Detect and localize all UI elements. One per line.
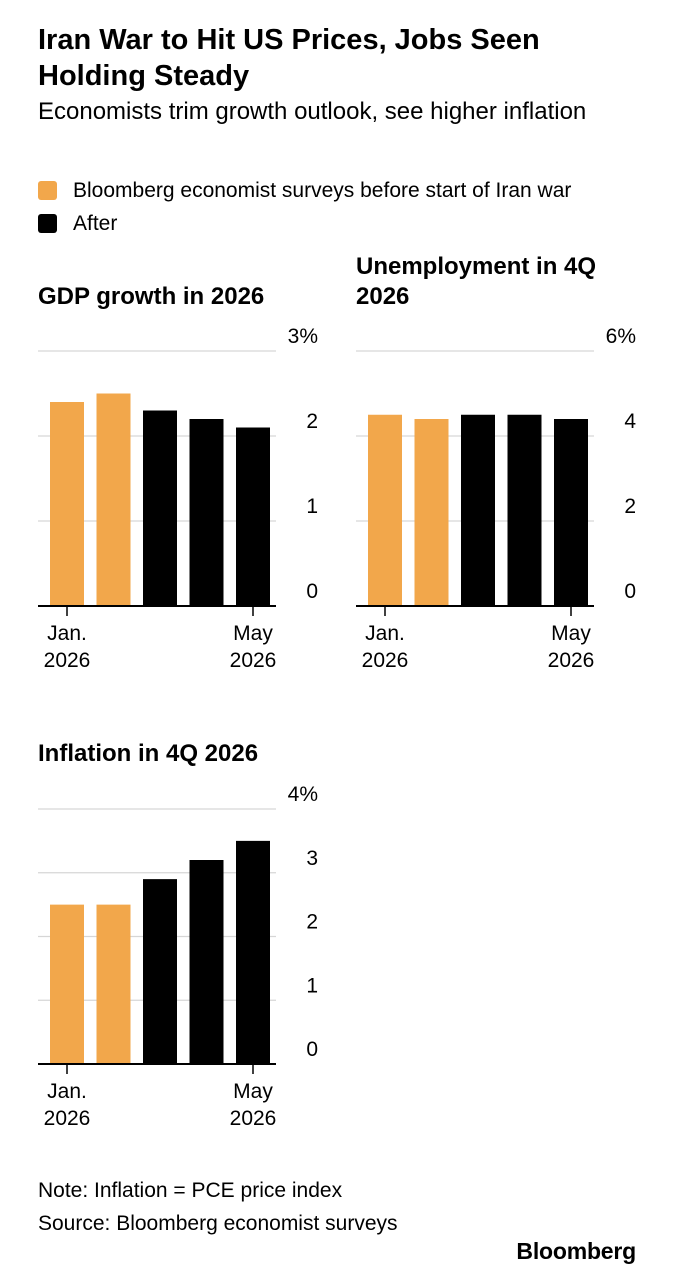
y-tick-label: 0 — [306, 1038, 318, 1061]
footer: Note: Inflation = PCE price index Source… — [38, 1174, 398, 1240]
y-tick-label: 4% — [288, 783, 318, 806]
y-tick-label: 2 — [306, 410, 318, 433]
x-tick-label: 2026 — [44, 1107, 91, 1130]
y-tick-label: 2 — [306, 911, 318, 934]
bar-after — [461, 414, 495, 606]
y-tick-label: 0 — [306, 580, 318, 603]
bar-before — [414, 419, 449, 606]
y-tick-label: 1 — [306, 495, 318, 518]
x-tick-label: Jan. — [47, 622, 87, 645]
x-tick-label: 2026 — [44, 649, 91, 672]
bar-after — [236, 427, 270, 606]
bar-after — [507, 414, 542, 606]
legend-label-before: Bloomberg economist surveys before start… — [73, 178, 572, 202]
x-tick-label: 2026 — [230, 1107, 277, 1130]
legend: Bloomberg economist surveys before start… — [38, 174, 571, 240]
x-tick-label: 2026 — [362, 649, 409, 672]
bar-before — [96, 904, 131, 1064]
x-tick-label: Jan. — [47, 1080, 87, 1103]
x-tick-label: 2026 — [230, 649, 277, 672]
x-tick-label: Jan. — [365, 622, 405, 645]
bar-before — [96, 393, 131, 606]
legend-label-after: After — [73, 211, 118, 235]
y-tick-label: 6% — [606, 325, 636, 348]
bar-before — [50, 904, 84, 1064]
y-tick-label: 3 — [306, 847, 318, 870]
x-tick-label: May — [233, 622, 273, 645]
x-tick-label: 2026 — [548, 649, 595, 672]
legend-swatch-after — [38, 214, 57, 233]
y-tick-label: 1 — [306, 974, 318, 997]
chart-title-gdp: GDP growth in 2026 — [38, 283, 265, 310]
footer-note: Note: Inflation = PCE price index — [38, 1179, 343, 1202]
page-subtitle: Economists trim growth outlook, see high… — [38, 98, 587, 125]
footer-source: Source: Bloomberg economist surveys — [38, 1212, 398, 1235]
x-tick-label: May — [551, 622, 591, 645]
legend-item-after: After — [38, 207, 571, 240]
bar-after — [189, 419, 224, 606]
bar-before — [50, 402, 84, 606]
y-tick-label: 4 — [624, 410, 636, 433]
legend-item-before: Bloomberg economist surveys before start… — [38, 174, 571, 207]
y-tick-label: 0 — [624, 580, 636, 603]
bar-after — [236, 840, 270, 1064]
bar-after — [143, 879, 177, 1064]
bar-after — [554, 419, 588, 606]
y-tick-label: 3% — [288, 325, 318, 348]
bloomberg-logo: Bloomberg — [516, 1238, 636, 1264]
y-tick-label: 2 — [624, 495, 636, 518]
bar-before — [368, 414, 402, 606]
legend-swatch-before — [38, 181, 57, 200]
bar-after — [189, 860, 224, 1064]
x-tick-label: May — [233, 1080, 273, 1103]
page-title: Iran War to Hit US Prices, Jobs Seen Hol… — [38, 24, 540, 92]
bar-after — [143, 410, 177, 606]
chart-title-unemployment: Unemployment in 4Q 2026 — [356, 253, 597, 310]
chart-title-inflation: Inflation in 4Q 2026 — [38, 740, 259, 767]
